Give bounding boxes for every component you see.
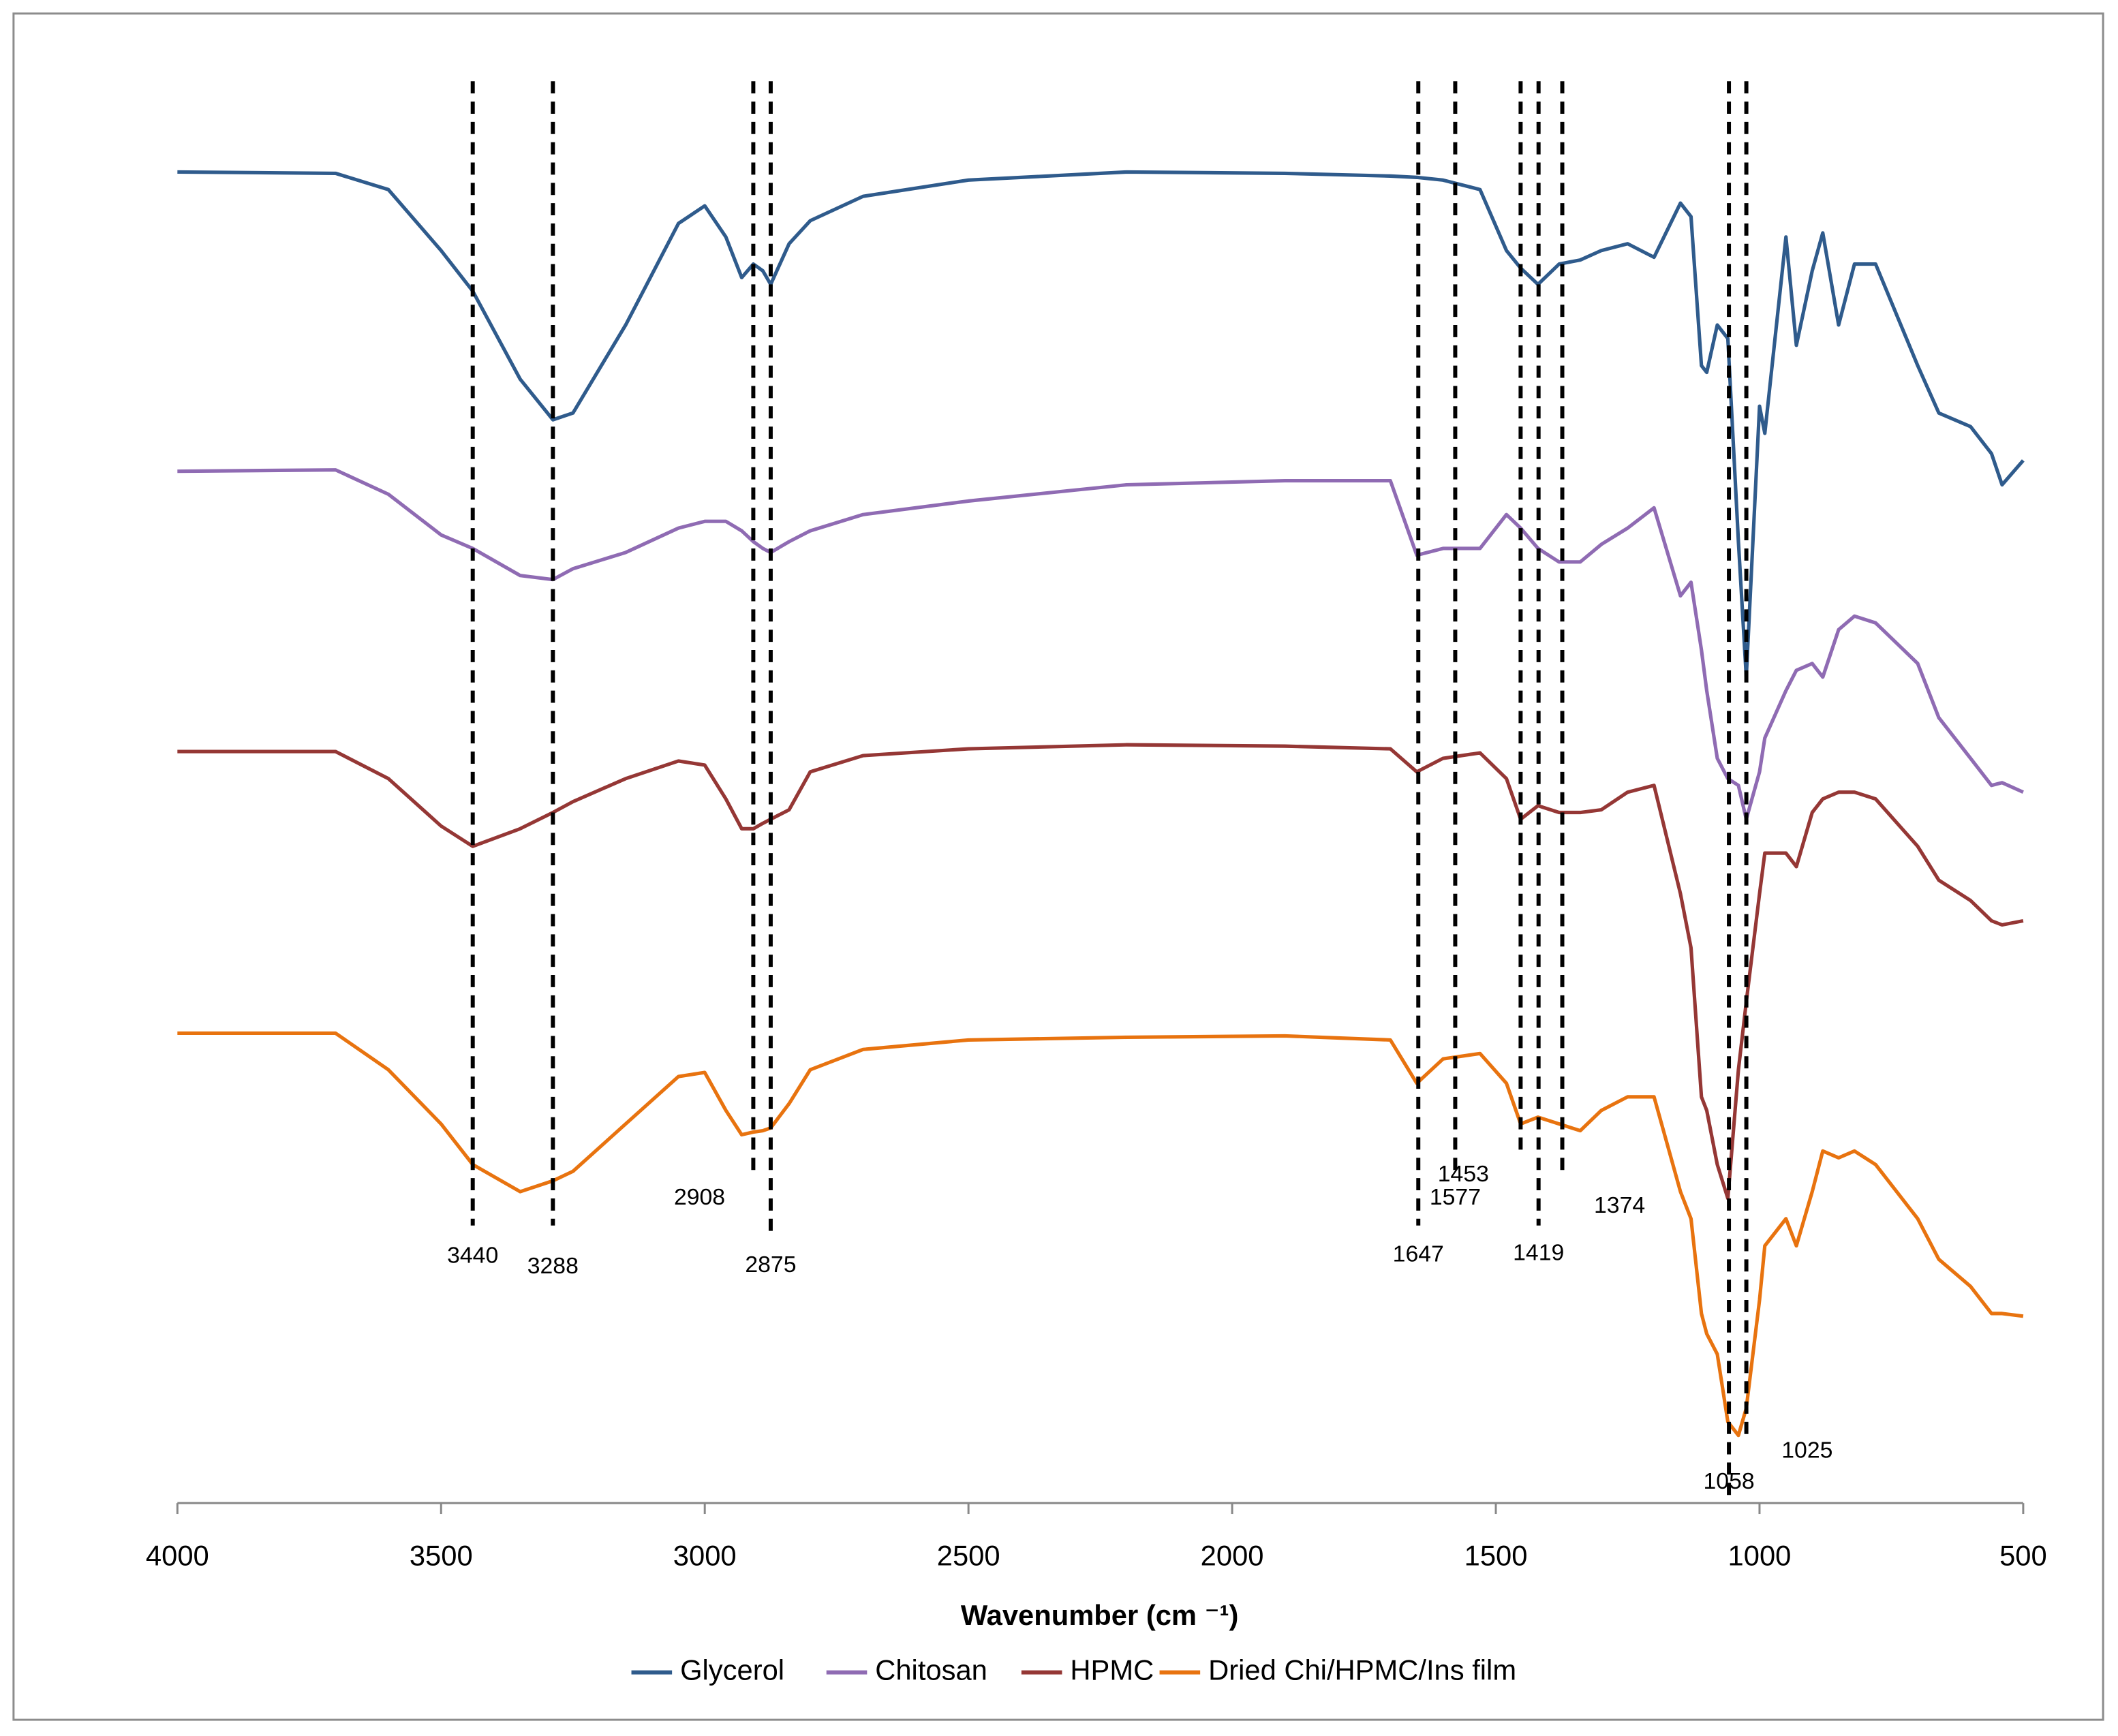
legend-label: Chitosan bbox=[875, 1654, 987, 1686]
x-tick-label: 2000 bbox=[1201, 1540, 1264, 1572]
peak-label: 2875 bbox=[745, 1252, 796, 1277]
legend-label: Glycerol bbox=[680, 1654, 784, 1686]
series-line bbox=[177, 743, 2024, 1200]
x-tick-label: 1500 bbox=[1464, 1540, 1528, 1572]
x-tick-label: 1000 bbox=[1728, 1540, 1792, 1572]
x-axis-title: Wavenumber (cm ⁻¹) bbox=[961, 1599, 1239, 1631]
x-tick-label: 2500 bbox=[937, 1540, 1000, 1572]
x-tick-label: 4000 bbox=[146, 1540, 209, 1572]
chart-frame bbox=[12, 12, 2104, 1721]
peak-label: 1374 bbox=[1594, 1192, 1645, 1218]
peak-label: 1647 bbox=[1393, 1241, 1444, 1267]
x-tick-label: 3000 bbox=[673, 1540, 737, 1572]
peak-label: 2908 bbox=[674, 1184, 725, 1210]
legend-label: Dried Chi/HPMC/Ins film bbox=[1208, 1654, 1516, 1686]
legend-label: HPMC bbox=[1070, 1654, 1154, 1686]
peak-label: 1025 bbox=[1781, 1438, 1832, 1463]
x-tick-label: 3500 bbox=[410, 1540, 473, 1572]
x-tick-label: 500 bbox=[1999, 1540, 2047, 1572]
peak-label: 1577 bbox=[1430, 1184, 1481, 1210]
peak-label: 1453 bbox=[1438, 1161, 1489, 1187]
peak-label: 3440 bbox=[447, 1242, 498, 1268]
peak-label: 1419 bbox=[1513, 1239, 1564, 1265]
peak-label: 3288 bbox=[527, 1253, 579, 1279]
peak-label: 1058 bbox=[1704, 1468, 1755, 1494]
